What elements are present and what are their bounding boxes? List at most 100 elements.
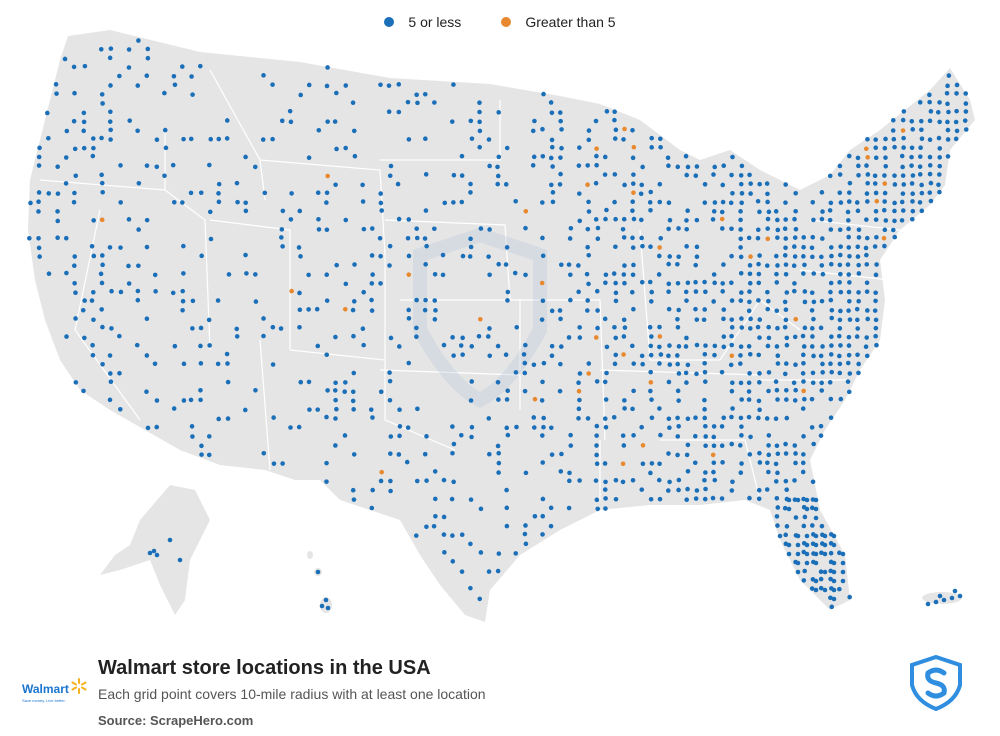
store-dot (711, 424, 717, 429)
store-dot (863, 344, 869, 350)
store-dot (872, 181, 878, 186)
store-dot (892, 144, 897, 150)
store-dot (802, 325, 808, 331)
store-dot (828, 227, 834, 232)
store-dot (829, 315, 835, 321)
store-dot (728, 362, 734, 368)
store-dot (748, 254, 753, 259)
store-dot (766, 469, 771, 475)
store-dot (548, 182, 554, 188)
store-dot (694, 254, 700, 260)
store-dot (846, 245, 852, 250)
store-dot (901, 135, 906, 141)
store-dot (809, 505, 815, 511)
store-dot (935, 110, 941, 115)
store-dot (135, 128, 140, 134)
store-dot (135, 83, 141, 88)
store-dot (810, 479, 816, 485)
store-dot (422, 307, 428, 313)
store-dot (548, 505, 554, 511)
store-dot (919, 190, 925, 196)
store-dot (937, 155, 943, 160)
store-dot (162, 173, 167, 179)
store-dot (548, 100, 554, 105)
store-dot (36, 245, 42, 251)
store-dot (451, 353, 456, 358)
store-dot (280, 244, 285, 249)
store-dot (91, 218, 96, 223)
store-dot (837, 190, 843, 196)
store-dot (846, 343, 852, 348)
store-dot (702, 407, 707, 412)
store-dot (495, 343, 501, 349)
store-dot (846, 226, 851, 232)
store-dot (424, 524, 429, 530)
store-dot (840, 551, 846, 557)
store-dot (602, 487, 608, 492)
store-dot (666, 289, 671, 295)
store-dot (414, 92, 419, 98)
store-dot (351, 452, 357, 457)
store-dot (782, 324, 788, 330)
store-dot (757, 253, 762, 258)
store-dot (755, 324, 761, 330)
store-dot (602, 154, 608, 160)
store-dot (953, 119, 959, 125)
store-dot (847, 180, 853, 186)
store-dot (181, 361, 187, 367)
store-dot (451, 479, 456, 485)
store-dot (234, 326, 240, 332)
store-dot (388, 335, 394, 341)
store-dot (334, 262, 339, 268)
store-dot (423, 297, 428, 303)
store-dot (738, 415, 744, 421)
store-dot (288, 217, 294, 222)
store-dot (773, 209, 779, 214)
store-dot (577, 325, 582, 330)
store-dot (873, 217, 879, 222)
store-dot (107, 353, 113, 358)
store-dot (657, 461, 662, 467)
store-dot (314, 306, 320, 312)
store-dot (325, 173, 330, 179)
store-dot (784, 524, 790, 529)
store-dot (350, 307, 356, 313)
store-dot (927, 154, 933, 160)
store-dot (144, 244, 150, 250)
store-dot (802, 568, 808, 574)
store-dot (181, 136, 186, 142)
store-dot (557, 308, 563, 313)
store-dot (55, 209, 60, 214)
store-dot (190, 326, 195, 331)
store-dot (422, 91, 428, 97)
store-dot (693, 415, 698, 421)
store-dot (711, 209, 717, 214)
store-dot (586, 252, 592, 258)
store-dot (180, 308, 185, 313)
store-dot (837, 586, 842, 592)
store-dot (666, 379, 672, 385)
store-dot (811, 217, 816, 223)
store-dot (910, 173, 916, 178)
store-dot (828, 550, 834, 556)
store-dot (108, 46, 114, 51)
store-dot (800, 406, 806, 411)
store-dot (702, 360, 707, 366)
store-dot (693, 289, 699, 294)
store-dot (612, 324, 617, 330)
store-dot (937, 172, 942, 177)
store-dot (352, 153, 358, 159)
store-dot (449, 119, 455, 124)
store-dot (107, 119, 113, 124)
store-dot (342, 306, 348, 312)
store-dot (639, 279, 645, 285)
store-dot (856, 271, 862, 276)
store-dot (882, 190, 888, 196)
store-dot (333, 443, 338, 448)
store-dot (343, 281, 349, 287)
store-dot (621, 216, 627, 222)
store-dot (881, 207, 887, 213)
store-dot (729, 325, 735, 330)
store-dot (72, 90, 77, 96)
store-dot (729, 226, 734, 232)
